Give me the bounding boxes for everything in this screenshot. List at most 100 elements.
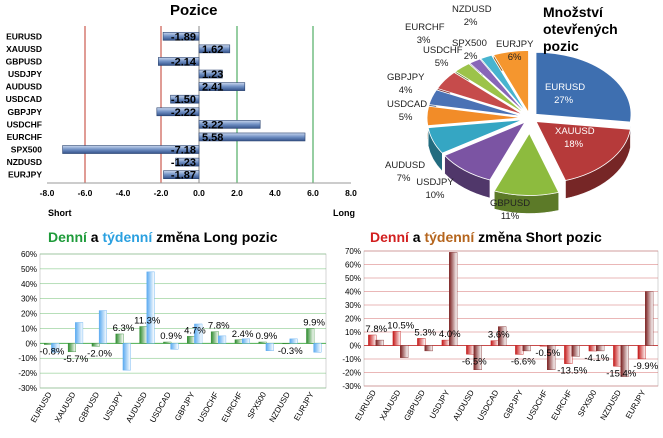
data-label-2-eurchf: 2.4% bbox=[232, 329, 254, 340]
x-tick-2-gbpjpy: GBPJPY bbox=[173, 390, 197, 422]
pie-slice-nzdusd bbox=[480, 54, 527, 114]
x-tick-2-gbpusd: GBPUSD bbox=[77, 390, 102, 424]
y-tick-2-40-: 40% bbox=[21, 280, 37, 289]
bar-denn--eurchf bbox=[564, 345, 573, 364]
data-label-3-usdchf: -0.5% bbox=[535, 348, 560, 359]
pie-pct-nzdusd: 2% bbox=[464, 17, 478, 28]
data-label-2-eurjpy: 9.9% bbox=[303, 318, 325, 329]
x-tick-2-eurchf: EURCHF bbox=[220, 390, 245, 423]
data-label-3-usdcad: 3.6% bbox=[488, 330, 510, 341]
short-chart-title: Denní a týdenní změna Short pozic bbox=[370, 229, 602, 245]
bar-t-denn--xauusd bbox=[75, 322, 84, 344]
bar-denn--eurjpy bbox=[306, 328, 315, 344]
bar-denn--usdjpy bbox=[115, 333, 124, 344]
bar-denn--usdchf bbox=[539, 345, 548, 347]
short-change-chart: -30% -20% -10% 0% 10% 20% 30% 40% 50% 60% 70% EURUS… bbox=[342, 247, 658, 422]
x-tick-3-spx500: SPX500 bbox=[576, 388, 599, 418]
bar-denn--gbpjpy bbox=[187, 336, 196, 344]
pie-label-audusd: AUDUSD bbox=[385, 160, 425, 171]
positions-chart-title: Pozice bbox=[170, 2, 218, 19]
x-tick-8-0: 8.0 bbox=[345, 188, 357, 198]
bar-t-denn--gbpusd bbox=[424, 345, 433, 352]
pie-label-gbpusd: GBPUSD bbox=[490, 198, 530, 209]
value-label-audusd: 2.41 bbox=[202, 82, 223, 94]
value-label-nzdusd: -1.23 bbox=[171, 157, 196, 169]
long-title-and: a bbox=[86, 229, 103, 245]
data-label-2-usdchf: 7.8% bbox=[208, 321, 230, 332]
x-tick-3-eurjpy: EURJPY bbox=[624, 388, 648, 420]
data-label-3-eurjpy: -9.9% bbox=[633, 361, 658, 372]
pie-label-eurjpy: EURJPY bbox=[496, 39, 534, 50]
bar-denn--eurusd bbox=[44, 343, 53, 345]
bar-denn--eurusd bbox=[368, 334, 377, 346]
y-tick-3--10-: -10% bbox=[342, 355, 361, 364]
long-chart-title: Denní a týdenní změna Long pozic bbox=[48, 229, 277, 245]
pie-pct-gbpusd: 11% bbox=[501, 211, 520, 222]
x-tick-2-usdcad: USDCAD bbox=[148, 390, 173, 424]
y-tick-3-30-: 30% bbox=[345, 301, 361, 310]
bar-denn--gbpusd bbox=[417, 338, 426, 346]
pie-slice-xauusd bbox=[535, 121, 631, 181]
bar-t-denn--eurusd bbox=[51, 343, 60, 353]
category-label-eurjpy: EURJPY bbox=[8, 170, 42, 180]
x-tick-3-eurusd: EURUSD bbox=[353, 388, 378, 422]
data-label-2-audusd: 11.3% bbox=[134, 316, 161, 327]
pie-pct-eurjpy: 6% bbox=[508, 52, 522, 63]
x-tick--6-0: -6.0 bbox=[78, 188, 93, 198]
short-title-rest: změna Short pozic bbox=[474, 229, 602, 245]
x-tick-3-eurchf: EURCHF bbox=[550, 388, 575, 421]
value-label-usdcad: -1.50 bbox=[171, 94, 196, 106]
bar-denn--usdcad bbox=[490, 340, 499, 346]
pie-label-eurusd: EURUSD bbox=[545, 82, 585, 93]
value-label-usdjpy: 1.23 bbox=[202, 69, 223, 81]
x-tick-2-xauusd: XAUUSD bbox=[53, 390, 78, 424]
x-tick-2-usdchf: USDCHF bbox=[196, 390, 221, 423]
data-label-3-spx500: -4.1% bbox=[584, 353, 609, 364]
y-tick-2--20-: -20% bbox=[18, 369, 37, 378]
data-label-2-gbpusd: -2.0% bbox=[87, 348, 112, 359]
value-label-gbpusd: -2.14 bbox=[171, 56, 197, 68]
category-label-audusd: AUDUSD bbox=[6, 82, 42, 92]
pie-slice-eurusd bbox=[535, 51, 632, 123]
y-tick-3-20-: 20% bbox=[345, 315, 361, 324]
bar-denn--xauusd bbox=[67, 343, 76, 353]
x-tick-3-usdjpy: USDJPY bbox=[428, 388, 452, 420]
open-positions-pie-panel: Množství otevřených pozic EURUSD 27% XAUUS… bbox=[365, 0, 663, 225]
short-title-daily: Denní bbox=[370, 229, 409, 245]
y-tick-2--30-: -30% bbox=[18, 384, 37, 393]
bar-denn--usdchf bbox=[210, 331, 219, 344]
bar-t-denn--usdchf bbox=[218, 335, 227, 344]
bar-t-denn--xauusd bbox=[400, 345, 409, 358]
bar-t-denn--nzdusd bbox=[289, 338, 298, 344]
bar-spx500 bbox=[62, 145, 200, 154]
bar-xauusd bbox=[198, 44, 231, 54]
bar-eurjpy bbox=[163, 170, 200, 180]
bar-denn--spx500 bbox=[258, 341, 267, 344]
data-label-3-gbpjpy: -6.6% bbox=[511, 356, 536, 367]
pie-pct-eurusd: 27% bbox=[554, 95, 574, 106]
x-tick-2-0: 2.0 bbox=[231, 188, 243, 198]
bar-t-denn--usdjpy bbox=[449, 252, 458, 346]
data-label-3-usdjpy: 4.0% bbox=[439, 329, 461, 340]
pie-pct-eurchf: 3% bbox=[417, 35, 431, 46]
pie-title-line-3: pozic bbox=[543, 38, 579, 54]
value-label-eurchf: 5.58 bbox=[202, 132, 223, 144]
bar-gbpjpy bbox=[156, 107, 200, 117]
bar-t-denn--eurchf bbox=[571, 345, 580, 357]
bar-t-denn--spx500 bbox=[596, 345, 605, 352]
data-label-3-eurusd: 7.8% bbox=[365, 324, 387, 335]
x-tick-2-spx500: SPX500 bbox=[246, 390, 269, 420]
bar-usdchf bbox=[198, 120, 261, 129]
category-label-gbpusd: GBPUSD bbox=[6, 56, 42, 66]
pie-pct-spx500: 2% bbox=[464, 51, 478, 62]
bar-usdcad bbox=[170, 94, 200, 104]
data-label-3-eurchf: -13.5% bbox=[557, 366, 588, 377]
x-tick-6-0: 6.0 bbox=[307, 188, 319, 198]
x-tick-0-0: 0.0 bbox=[193, 188, 205, 198]
bar-t-denn--usdjpy bbox=[122, 343, 131, 371]
bar-denn--audusd bbox=[139, 326, 148, 344]
x-tick--2-0: -2.0 bbox=[154, 188, 169, 198]
x-tick-2-audusd: AUDUSD bbox=[124, 390, 149, 424]
bar-t-denn--audusd bbox=[473, 345, 482, 370]
y-tick-3-40-: 40% bbox=[345, 288, 361, 297]
